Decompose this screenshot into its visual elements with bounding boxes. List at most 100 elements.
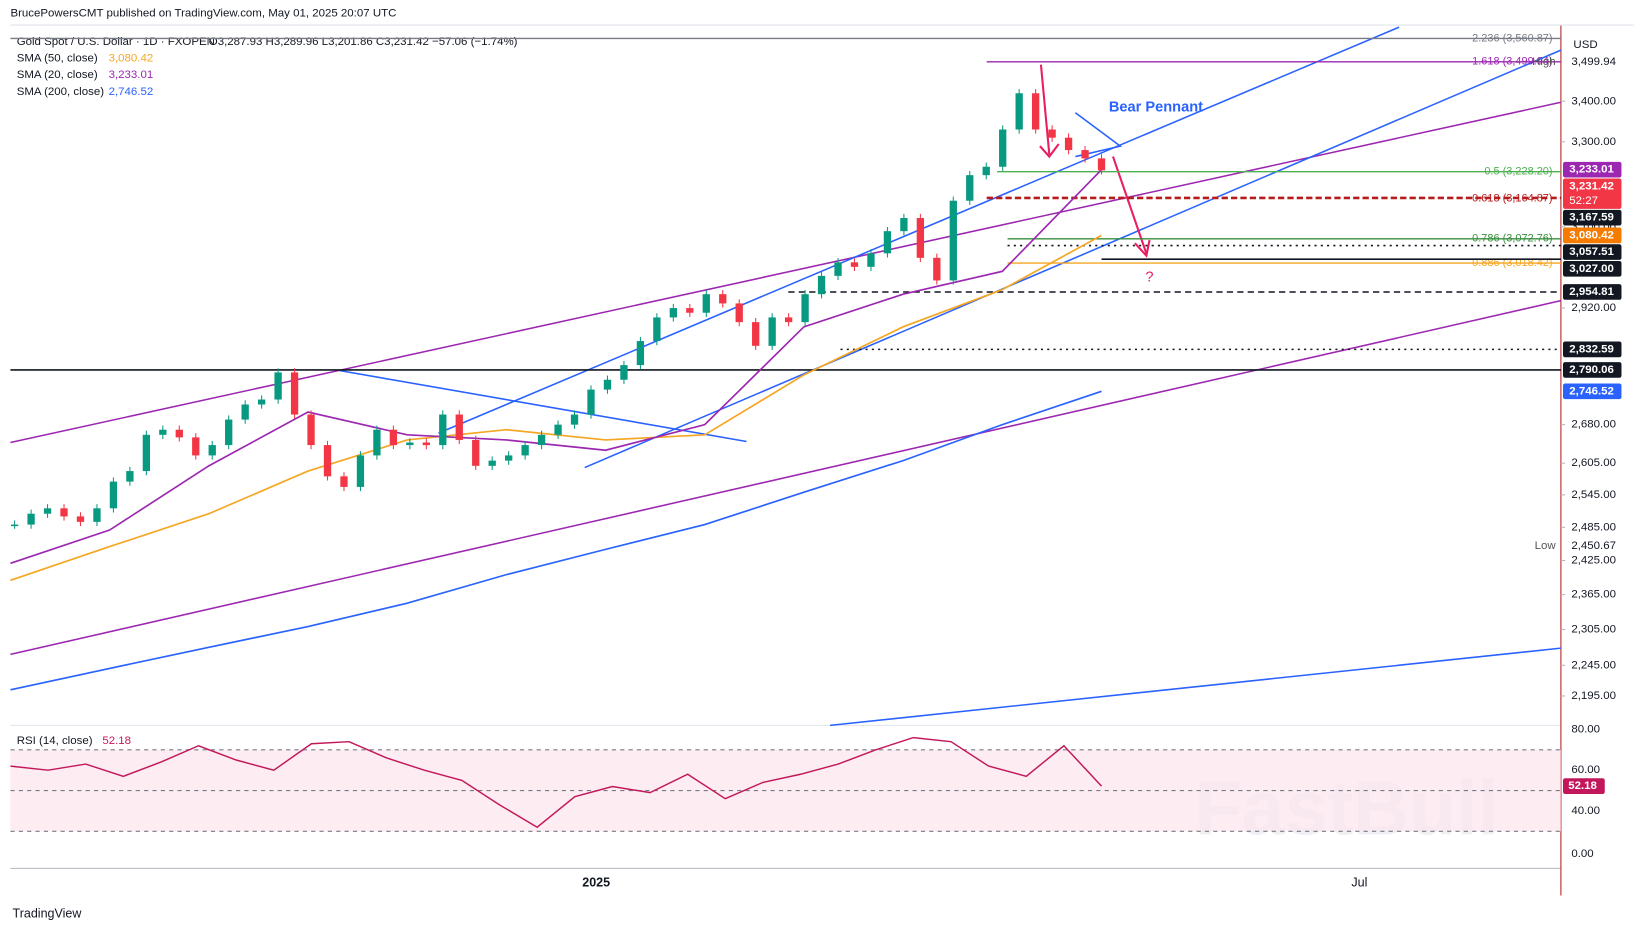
currency: USD [1573, 39, 1597, 51]
arrow-head [1134, 239, 1151, 258]
candle [669, 308, 677, 318]
pennant [1074, 112, 1123, 158]
candle [999, 129, 1007, 167]
price-badge-label: 3,167.59 [1569, 212, 1614, 224]
candle [159, 429, 167, 435]
y-tick-label: 3,300.00 [1571, 136, 1616, 148]
candle [653, 317, 661, 342]
candle [323, 445, 332, 477]
y-tick-label: 3,400.00 [1571, 95, 1616, 107]
candle [488, 460, 496, 466]
rsi-tick-label: 60.00 [1571, 764, 1600, 776]
price-badge-label: 2,790.06 [1569, 364, 1614, 376]
candle [686, 308, 694, 313]
candle [192, 437, 200, 456]
candle [43, 508, 52, 514]
y-tick-label: 2,305.00 [1571, 624, 1616, 636]
sma-line [10, 234, 1102, 582]
trend-line [339, 369, 747, 443]
candle [570, 414, 579, 425]
candle [620, 365, 628, 380]
legend-name: SMA (20, close) [17, 69, 98, 81]
candle [900, 218, 908, 232]
candle [521, 445, 529, 456]
price-badge [1563, 244, 1622, 260]
price-badge-label: 2,832.59 [1569, 343, 1614, 355]
candle [768, 317, 776, 346]
candle [933, 257, 941, 281]
candle [982, 166, 990, 176]
countdown: 52:27 [1569, 195, 1598, 207]
candle [225, 419, 233, 446]
legend-value: 2,746.52 [109, 86, 154, 98]
candle [307, 414, 315, 446]
candle [109, 481, 118, 509]
legend-value: 3,233.01 [109, 69, 154, 81]
high-tag: High [1532, 56, 1556, 68]
fib-label: 2.236 (3,560.87) [1472, 32, 1552, 44]
y-tick-label: 2,245.00 [1571, 659, 1616, 671]
candle [916, 218, 925, 258]
candle [340, 476, 348, 487]
candle [60, 508, 68, 517]
annotation: ? [1145, 269, 1153, 285]
rsi-value: 52.18 [102, 735, 131, 747]
candles [10, 89, 1106, 529]
candle [389, 429, 398, 446]
price-badge [1563, 341, 1622, 358]
candle [175, 429, 183, 438]
candle [27, 513, 35, 525]
candle [422, 442, 430, 446]
candle [356, 455, 365, 487]
y-tick-label: 2,365.00 [1571, 589, 1616, 601]
candle [241, 404, 249, 420]
x-tick-label: 2025 [582, 875, 610, 889]
high-value: 3,499.94 [1571, 56, 1616, 68]
candle [784, 317, 793, 323]
price-badge [1563, 362, 1622, 378]
candle [290, 372, 299, 415]
price-badge-label: 3,080.42 [1569, 229, 1614, 241]
candle [142, 434, 151, 472]
candle [76, 516, 85, 522]
candle [455, 414, 463, 440]
y-tick-label: 2,485.00 [1571, 521, 1616, 533]
price-badge-label: 3,057.51 [1569, 246, 1614, 258]
price-badge [1563, 260, 1622, 277]
fib-label: 1.618 (3,499.94) [1472, 56, 1552, 68]
rsi-tick-label: 40.00 [1571, 805, 1600, 817]
footer: TradingView [13, 907, 83, 921]
fib-label: 0.5 (3,228.20) [1484, 166, 1552, 178]
y-tick-label: 2,680.00 [1571, 419, 1616, 431]
trend-line [829, 647, 1561, 727]
y-tick-label: 2,195.00 [1571, 690, 1616, 702]
candle [1031, 93, 1040, 130]
rsi-badge-label: 52.18 [1568, 780, 1597, 792]
fib-label: 0.886 (3,018.42) [1472, 257, 1552, 269]
candle [850, 262, 859, 267]
candle [373, 429, 381, 456]
price-badge-label: 3,231.42 [1569, 180, 1614, 192]
price-badge [1563, 227, 1622, 244]
candle [735, 303, 743, 323]
candle [1048, 129, 1056, 138]
ohlc: O3,287.93 H3,289.96 L3,201.86 C3,231.42 … [209, 36, 518, 48]
candle [966, 175, 974, 201]
candle [752, 322, 760, 346]
candle [1081, 150, 1089, 159]
candle [817, 275, 826, 295]
sma-line [10, 169, 1103, 565]
candle [274, 372, 282, 400]
annotation: Bear Pennant [1109, 99, 1203, 115]
moving-averages [10, 169, 1103, 691]
trend-line [584, 49, 1562, 469]
legend-name: SMA (200, close) [17, 86, 105, 98]
candle [1097, 158, 1106, 171]
candle [257, 399, 266, 405]
fib-label: 0.786 (3,072.76) [1472, 233, 1552, 245]
candle [1015, 93, 1023, 130]
fib-label: 0.618 (3,164.87) [1472, 193, 1552, 205]
price-badge-label: 2,954.81 [1569, 286, 1614, 298]
candle [801, 294, 809, 323]
